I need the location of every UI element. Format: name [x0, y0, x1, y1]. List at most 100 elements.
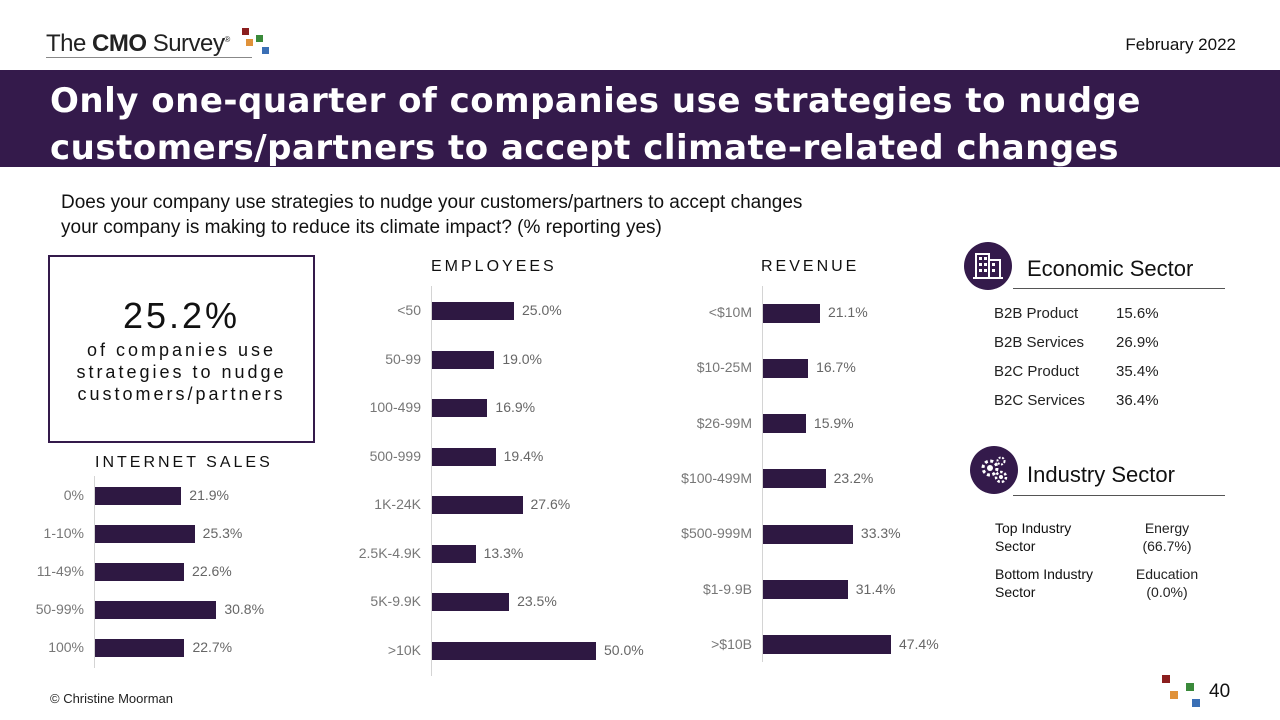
- economic-sector-name: B2C Services: [994, 392, 1085, 409]
- economic-sector-value: 26.9%: [1116, 334, 1159, 351]
- bottom-industry-value: Education (0.0%): [1117, 565, 1217, 601]
- top-industry-label-line-2: Sector: [995, 538, 1036, 554]
- kpi-description-line-3: customers/partners: [77, 384, 286, 404]
- bar: [95, 525, 195, 543]
- chart-axis: [94, 476, 95, 668]
- chart-axis: [431, 286, 432, 676]
- survey-question-line-2: your company is making to reduce its cli…: [61, 217, 662, 238]
- data-label: 16.9%: [495, 399, 536, 415]
- data-label: 21.9%: [189, 487, 229, 503]
- bar: [763, 524, 853, 544]
- data-label: 22.6%: [192, 563, 232, 579]
- category-label: 0%: [63, 487, 84, 503]
- bar: [95, 601, 217, 619]
- title-banner: Only one-quarter of companies use strate…: [0, 70, 1280, 168]
- category-label: 100-499: [369, 399, 421, 415]
- gears-icon: [970, 446, 1018, 494]
- bottom-industry-value-line-1: Education: [1135, 566, 1199, 582]
- data-label: 22.7%: [192, 639, 233, 655]
- bar: [432, 544, 476, 563]
- logo-text: The CMO Survey®: [46, 30, 230, 58]
- category-label: 100%: [48, 639, 84, 655]
- bar: [432, 350, 495, 369]
- category-label: >10K: [387, 641, 421, 658]
- bar: [95, 563, 185, 581]
- data-label: 27.6%: [530, 496, 571, 512]
- category-label: <50: [397, 302, 421, 318]
- industry-sector-title: Industry Sector: [1027, 462, 1175, 487]
- category-label: <$10M: [708, 304, 752, 320]
- economic-sector-name: B2B Product: [994, 305, 1079, 322]
- kpi-box: 25.2% of companies use strategies to nud…: [48, 255, 315, 443]
- footer-logo-square-red: [1162, 675, 1170, 683]
- top-industry-label-line-1: Top Industry: [995, 520, 1072, 536]
- economic-sector-value: 15.6%: [1116, 305, 1159, 322]
- category-label: 2.5K-4.9K: [358, 544, 421, 561]
- bottom-industry-label-line-2: Sector: [995, 584, 1036, 600]
- bar: [432, 447, 496, 466]
- page-title: Only one-quarter of companies use strate…: [50, 78, 1250, 172]
- category-label: 1-10%: [43, 525, 84, 541]
- economic-sector-name: B2C Product: [994, 363, 1080, 380]
- economic-sector-name: B2B Services: [994, 334, 1085, 351]
- kpi-description-line-1: of companies use: [86, 340, 277, 360]
- bar: [432, 641, 596, 660]
- logo-mark: ®: [224, 35, 230, 44]
- bar: [763, 635, 891, 655]
- category-label: $1-9.9B: [702, 580, 752, 597]
- chart-axis: [762, 286, 763, 662]
- bar: [432, 302, 514, 320]
- data-label: 33.3%: [860, 525, 901, 542]
- bottom-industry-label-line-1: Bottom Industry: [995, 566, 1094, 582]
- report-date: February 2022: [1125, 35, 1236, 54]
- bar: [432, 399, 488, 417]
- page-title-line-1: Only one-quarter of companies use strate…: [50, 81, 1141, 121]
- page-title-line-2: customers/partners to accept climate-rel…: [50, 128, 1120, 168]
- logo-suffix: Survey: [152, 30, 225, 57]
- category-label: 5K-9.9K: [370, 593, 421, 609]
- kpi-value: 25.2%: [122, 295, 241, 336]
- bottom-industry-label: Bottom Industry Sector: [995, 565, 1105, 601]
- bar: [763, 303, 820, 323]
- top-industry-value-line-2: (66.7%): [1142, 538, 1192, 554]
- category-label: 1K-24K: [374, 496, 421, 512]
- bar: [763, 580, 848, 599]
- data-label: 23.2%: [833, 469, 874, 486]
- kpi-description: of companies use strategies to nudge cus…: [50, 339, 313, 405]
- bar: [763, 469, 826, 489]
- bottom-industry-value-line-2: (0.0%): [1146, 584, 1188, 600]
- office-building-icon: [964, 242, 1012, 290]
- footer-logo-square-orange: [1170, 691, 1178, 699]
- logo-square-green: [256, 35, 263, 42]
- footer-logo-square-blue: [1192, 699, 1200, 707]
- footer-logo-square-green: [1186, 683, 1194, 691]
- internet-sales-chart-title: INTERNET SALES: [95, 454, 273, 471]
- bar: [95, 487, 182, 505]
- top-industry-value: Energy (66.7%): [1117, 519, 1217, 555]
- kpi-description-line-2: strategies to nudge: [76, 362, 287, 382]
- data-label: 13.3%: [483, 544, 524, 561]
- category-label: 500-999: [369, 447, 421, 464]
- revenue-chart-title: REVENUE: [761, 258, 860, 275]
- category-label: >$10B: [711, 635, 752, 652]
- data-label: 47.4%: [898, 635, 939, 652]
- data-label: 19.4%: [503, 447, 544, 464]
- category-label: $26-99M: [696, 414, 752, 431]
- logo-square-blue: [262, 47, 269, 54]
- data-label: 50.0%: [604, 641, 644, 658]
- logo-square-red: [242, 28, 249, 35]
- bar: [763, 414, 806, 434]
- top-industry-label: Top Industry Sector: [995, 519, 1105, 555]
- page-number: 40: [1209, 681, 1231, 702]
- bar: [432, 593, 510, 611]
- copyright-notice: © Christine Moorman: [50, 691, 174, 706]
- category-label: 50-99%: [35, 601, 84, 617]
- data-label: 30.8%: [224, 601, 265, 617]
- bar: [763, 358, 809, 378]
- category-label: $10-25M: [696, 359, 752, 376]
- industry-sector-divider: [1013, 495, 1225, 496]
- employees-chart-title: EMPLOYEES: [431, 258, 557, 275]
- economic-sector-value: 36.4%: [1116, 392, 1159, 409]
- category-label: 11-49%: [36, 563, 84, 579]
- economic-sector-value: 35.4%: [1116, 363, 1159, 380]
